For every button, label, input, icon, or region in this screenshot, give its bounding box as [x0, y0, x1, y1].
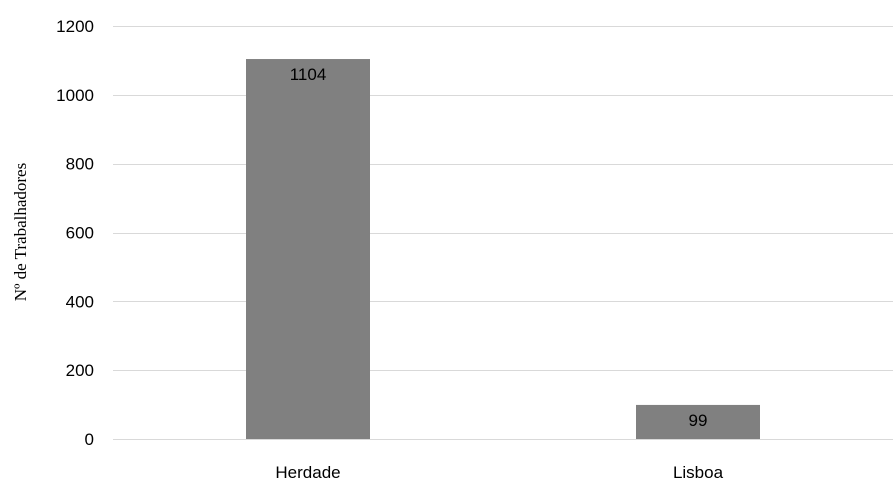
x-axis-category-labels: Herdade Lisboa [275, 463, 723, 482]
data-label: 1104 [290, 65, 327, 84]
data-labels: 1104 99 [290, 65, 708, 430]
y-tick-label: 600 [66, 224, 94, 243]
data-label: 99 [689, 411, 708, 430]
y-tick-label: 1200 [56, 17, 94, 36]
y-tick-label: 0 [85, 430, 94, 449]
x-category-label: Herdade [275, 463, 340, 482]
bars [246, 59, 760, 439]
y-tick-label: 800 [66, 155, 94, 174]
bar-lisboa [636, 404, 760, 439]
gridlines [113, 26, 893, 440]
y-axis-title: Nº de Trabalhadores [11, 163, 30, 301]
y-tick-label: 1000 [56, 86, 94, 105]
y-tick-label: 200 [66, 361, 94, 380]
x-category-label: Lisboa [673, 463, 724, 482]
y-axis-tick-labels: 0 200 400 600 800 1000 1200 [56, 17, 94, 449]
y-tick-label: 400 [66, 292, 94, 311]
bar-herdade [246, 59, 370, 439]
